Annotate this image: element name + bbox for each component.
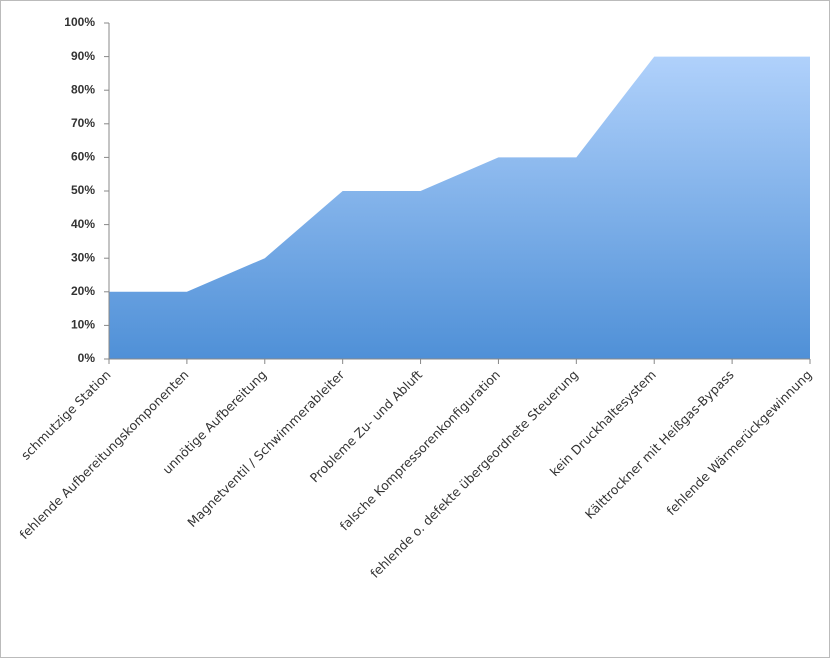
y-tick-label: 80%: [71, 82, 95, 96]
y-tick-label: 20%: [71, 284, 95, 298]
y-tick-label: 30%: [71, 250, 95, 264]
y-tick-label: 50%: [71, 183, 95, 197]
area: [109, 56, 810, 359]
y-tick-label: 40%: [71, 217, 95, 231]
y-tick-label: 10%: [71, 318, 95, 332]
y-tick-label: 60%: [71, 150, 95, 164]
y-tick-label: 0%: [78, 351, 96, 365]
y-tick-label: 70%: [71, 116, 95, 130]
y-tick-label: 90%: [71, 49, 95, 63]
y-tick-label: 100%: [64, 15, 95, 29]
